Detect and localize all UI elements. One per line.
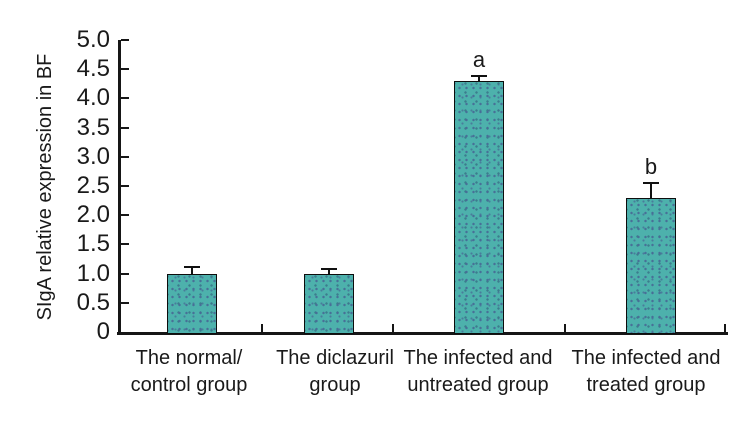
significance-label: a [472, 47, 486, 72]
x-category-line: treated group [586, 374, 706, 396]
y-tick-label: 3.5 [76, 114, 110, 141]
y-tick [121, 127, 129, 129]
x-category-line: The diclazuril [276, 347, 394, 369]
x-tick [261, 324, 263, 332]
y-tick [121, 39, 129, 41]
y-tick-label: 3.0 [76, 143, 110, 170]
x-tick [724, 324, 726, 332]
y-tick [121, 214, 129, 216]
significance-label: b [644, 154, 658, 179]
y-tick [121, 97, 129, 99]
error-bar-cap [643, 182, 659, 184]
y-tick [121, 185, 129, 187]
error-bar-cap [471, 75, 487, 77]
x-category-line: untreated group [407, 374, 549, 396]
y-tick [121, 302, 129, 304]
x-category-label: The infected and treated group [554, 345, 738, 399]
x-category-line: The infected and [403, 347, 553, 369]
y-tick-label: 0.5 [76, 289, 110, 316]
bar [167, 274, 217, 334]
bar [626, 198, 676, 334]
error-bar-cap [321, 268, 337, 270]
error-bar-line [328, 269, 330, 274]
y-tick-label: 5.0 [76, 26, 110, 53]
y-tick-label: 2.5 [76, 172, 110, 199]
x-category-line: group [309, 374, 361, 396]
error-bar-line [191, 267, 193, 274]
y-tick [121, 243, 129, 245]
y-tick-label: 4.5 [76, 55, 110, 82]
x-category-label: The normal/control group [97, 345, 281, 399]
error-bar-cap [184, 266, 200, 268]
x-tick [564, 324, 566, 332]
y-tick [121, 273, 129, 275]
error-bar-line [478, 76, 480, 81]
y-axis [118, 40, 121, 335]
x-category-label: The infected and untreated group [386, 345, 570, 399]
x-category-line: The infected and [571, 347, 721, 369]
bar [304, 274, 354, 334]
y-tick [121, 156, 129, 158]
y-tick-label: 4.0 [76, 84, 110, 111]
x-axis [117, 332, 728, 335]
y-tick [121, 68, 129, 70]
y-tick-label: 0 [96, 318, 110, 345]
x-category-line: The normal/ [135, 347, 243, 369]
bar [454, 81, 504, 334]
y-tick-label: 2.0 [76, 201, 110, 228]
y-tick-label: 1.0 [76, 260, 110, 287]
y-tick-label: 1.5 [76, 230, 110, 257]
error-bar-line [650, 183, 652, 198]
x-tick [392, 324, 394, 332]
x-category-line: control group [130, 374, 248, 396]
x-category-label: The diclazuril group [243, 345, 427, 399]
